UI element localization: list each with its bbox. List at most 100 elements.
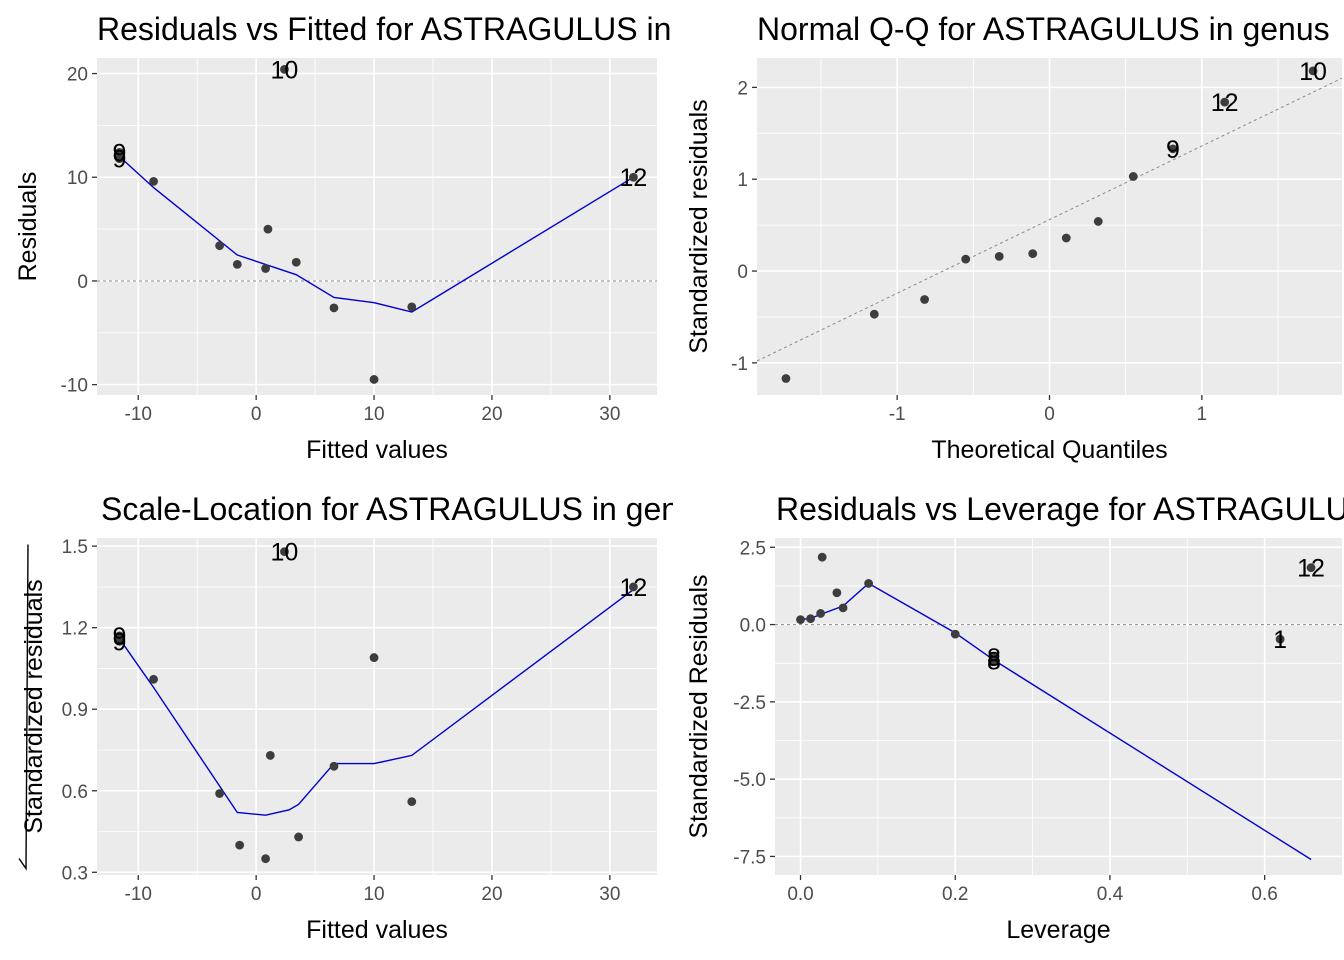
data-point — [291, 257, 301, 267]
y-tick-label: 0.0 — [740, 616, 766, 637]
smooth-line — [118, 589, 634, 816]
y-tick-label: -10 — [61, 376, 88, 397]
y-tick-label: 0 — [737, 262, 748, 283]
point-label: 12 — [620, 574, 648, 602]
x-tick-label: 30 — [599, 404, 620, 425]
data-point — [369, 653, 379, 662]
title-group: Residuals vs Leverage for ASTRAGULUS in … — [776, 491, 1344, 527]
panel-background — [775, 538, 1342, 875]
data-point — [261, 264, 270, 273]
y-tick-label: -2.5 — [733, 693, 766, 714]
y-axis-label: Standardized Residuals — [685, 574, 713, 838]
y-tick-label: -1 — [731, 354, 748, 375]
data-point — [280, 547, 289, 556]
data-point — [1128, 172, 1138, 181]
x-tick-label: 20 — [481, 404, 502, 425]
data-point — [806, 614, 815, 624]
point-label: 1 — [1273, 626, 1287, 654]
chart-title: Residuals vs Leverage for ASTRAGULUS in … — [776, 491, 1344, 527]
x-tick-label: 30 — [599, 884, 620, 905]
y-axis-label: Residuals — [14, 172, 42, 282]
x-tick-label: 10 — [363, 884, 384, 905]
data-point — [294, 832, 303, 842]
data-point — [115, 147, 124, 157]
x-tick-label: 1 — [1197, 404, 1208, 425]
data-point — [869, 309, 879, 319]
data-point — [149, 176, 158, 186]
y-tick-label: -7.5 — [733, 847, 766, 868]
y-axis-label: Standardized residuals — [685, 99, 713, 353]
data-point — [149, 674, 158, 684]
point-label: 12 — [1297, 555, 1325, 583]
x-tick-label: 0 — [251, 884, 262, 905]
data-point — [864, 579, 873, 588]
data-point — [796, 615, 805, 625]
x-axis-label: Fitted values — [306, 916, 448, 944]
data-point — [115, 154, 124, 163]
x-tick-label: 0.4 — [1097, 884, 1124, 905]
data-point — [838, 603, 848, 613]
data-point — [215, 789, 225, 798]
point-label: 12 — [1211, 89, 1239, 117]
data-point — [781, 374, 791, 383]
y-axis-label: Standardized residuals — [20, 579, 48, 833]
title-group: Normal Q-Q for ASTRAGULUS in genus — [757, 11, 1330, 47]
x-axis-label: Fitted values — [306, 436, 448, 464]
x-tick-label: -10 — [125, 884, 152, 905]
data-point — [1220, 97, 1230, 107]
data-point — [1168, 144, 1178, 154]
data-point — [832, 588, 842, 598]
x-tick-label: 10 — [363, 404, 384, 425]
data-point — [235, 840, 245, 850]
data-point — [994, 251, 1004, 261]
point-label: 9 — [1166, 136, 1180, 164]
x-tick-label: -10 — [125, 404, 152, 425]
data-point — [261, 854, 270, 864]
y-tick-label: 0.3 — [62, 863, 88, 884]
y-tick-label: 0.9 — [62, 700, 88, 721]
sqrt-symbol — [18, 544, 29, 871]
panel-plot-area — [115, 547, 638, 864]
panel-plot-area — [757, 66, 1342, 383]
data-point — [407, 797, 417, 807]
panel-background — [97, 58, 657, 395]
point-label: 12 — [620, 164, 648, 192]
point-label: 10 — [1299, 58, 1327, 86]
data-point — [950, 629, 960, 639]
point-label: 10 — [271, 539, 299, 567]
data-point — [1275, 634, 1285, 644]
y-tick-label: 0 — [77, 272, 88, 293]
data-point — [329, 761, 339, 771]
data-point — [1093, 217, 1103, 226]
y-tick-label: 1.2 — [62, 619, 88, 640]
point-label: 10 — [271, 56, 299, 84]
data-point — [329, 303, 339, 313]
data-point — [263, 224, 273, 234]
data-point — [115, 636, 124, 646]
title-group: Residuals vs Fitted for ASTRAGULUS in ge… — [97, 11, 768, 47]
point-label: 9 — [112, 628, 126, 656]
chart-title: Scale-Location for ASTRAGULUS in genus — [101, 491, 713, 527]
data-point — [961, 254, 971, 264]
x-tick-label: -1 — [889, 404, 906, 425]
x-tick-label: 0.6 — [1251, 884, 1277, 905]
x-axis-label: Theoretical Quantiles — [931, 436, 1167, 464]
point-label: 8 — [987, 644, 1001, 672]
data-point — [1061, 233, 1071, 243]
chart-title: Residuals vs Fitted for ASTRAGULUS in ge… — [97, 11, 768, 47]
y-tick-label: 0.6 — [62, 782, 88, 803]
chart-title: Normal Q-Q for ASTRAGULUS in genus — [757, 11, 1330, 47]
data-point — [629, 582, 638, 592]
y-tick-label: 2 — [737, 78, 748, 99]
y-tick-label: 1.5 — [62, 537, 88, 558]
data-point — [280, 65, 289, 74]
data-point — [629, 172, 638, 182]
y-tick-label: 20 — [67, 65, 88, 86]
y-tick-label: -5.0 — [733, 770, 766, 791]
data-point — [215, 241, 225, 251]
title-group: Scale-Location for ASTRAGULUS in genus — [101, 491, 713, 527]
data-point — [817, 552, 827, 562]
